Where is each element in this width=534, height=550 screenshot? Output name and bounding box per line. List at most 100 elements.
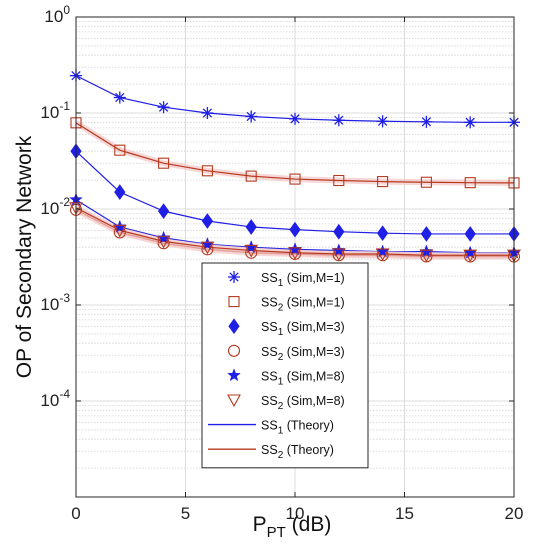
y-tick-exponent: -1 — [59, 99, 70, 113]
data-point-marker — [420, 176, 432, 188]
legend-label-main: SS — [261, 320, 278, 334]
y-tick-label: 100 — [44, 3, 70, 26]
legend-marker-stroke — [229, 272, 239, 282]
data-point-marker — [200, 241, 215, 255]
legend-label-rest: (Theory) — [283, 443, 334, 457]
series-lines — [74, 75, 515, 260]
y-tick-base: 10 — [40, 391, 59, 410]
y-tick-base: 10 — [44, 7, 63, 26]
y-tick-label: 10-2 — [40, 195, 70, 218]
legend-label: SS1 (Theory) — [261, 419, 334, 437]
legend-marker — [228, 271, 240, 283]
y-tick-exponent: 0 — [63, 3, 70, 17]
y-tick-base: 10 — [40, 295, 59, 314]
data-point-marker-stroke — [246, 111, 256, 122]
x-tick-label: 20 — [505, 504, 524, 523]
legend-label-sub: 2 — [278, 352, 284, 363]
data-point-marker — [331, 243, 346, 257]
legend-marker — [227, 344, 241, 357]
data-point-marker-stroke — [202, 108, 213, 118]
legend-label-rest: (Sim,M=3) — [283, 320, 344, 334]
y-tick-label: 10-1 — [40, 99, 70, 122]
data-point-marker — [419, 244, 434, 258]
legend-label-rest: (Theory) — [283, 419, 334, 433]
legend-label-rest: (Sim,M=8) — [283, 369, 344, 383]
legend-marker — [228, 318, 240, 335]
data-point-marker — [376, 225, 389, 242]
data-point-marker — [244, 244, 259, 258]
legend-label: SS1 (Sim,M=3) — [261, 320, 345, 338]
data-point-marker — [420, 226, 433, 242]
y-tick-exponent: -4 — [59, 387, 70, 401]
legend-label-sub: 2 — [278, 401, 284, 412]
legend-label: SS2 (Sim,M=1) — [261, 296, 345, 314]
legend-label: SS1 (Sim,M=1) — [261, 271, 345, 289]
series-line — [75, 207, 514, 256]
x-axis-title-sub: PT — [267, 524, 286, 541]
legend-label: SS2 (Sim,M=8) — [261, 394, 345, 412]
legend-marker — [227, 394, 241, 408]
legend: SS1 (Sim,M=1)SS2 (Sim,M=1)SS1 (Sim,M=3)S… — [201, 262, 369, 469]
data-point-marker — [114, 184, 126, 200]
data-point-marker-stroke — [334, 115, 344, 125]
x-tick-label: 0 — [71, 504, 80, 523]
data-point-marker — [463, 249, 478, 263]
data-point-marker — [245, 170, 257, 182]
y-tick-base: 10 — [40, 199, 59, 218]
data-point-marker — [201, 213, 214, 229]
x-tick-label: 5 — [181, 504, 190, 523]
data-point-marker — [375, 248, 390, 262]
x-tick-label: 10 — [286, 504, 305, 523]
legend-label-sub: 2 — [278, 303, 284, 314]
data-point-marker — [113, 91, 126, 104]
legend-label-sub: 1 — [278, 426, 284, 437]
data-point-marker-stroke — [158, 102, 169, 112]
data-point-marker — [201, 165, 213, 177]
data-point-marker — [289, 173, 301, 185]
data-point-marker-stroke — [290, 114, 300, 124]
data-point-marker — [245, 110, 258, 123]
data-point-marker — [114, 144, 126, 156]
data-point-marker — [245, 219, 257, 235]
data-point-marker — [289, 112, 301, 125]
data-point-marker — [464, 226, 476, 242]
legend-label: SS2 (Sim,M=3) — [261, 345, 345, 363]
data-point-marker — [201, 107, 214, 119]
legend-label-rest: (Sim,M=1) — [283, 271, 344, 285]
data-point-marker — [377, 176, 389, 188]
legend-marker — [228, 296, 240, 308]
data-point-marker — [464, 116, 477, 129]
legend-label-main: SS — [261, 271, 278, 285]
data-point-marker — [156, 235, 171, 249]
y-axis-title: OP of Secondary Network — [13, 135, 36, 378]
legend-box — [201, 262, 369, 469]
data-point-marker-stroke — [115, 92, 125, 103]
legend-label: SS2 (Theory) — [261, 443, 334, 461]
series-line — [75, 122, 515, 184]
legend-label-rest: (Sim,M=8) — [283, 394, 344, 408]
legend-label-main: SS — [261, 394, 278, 408]
x-axis-title-unit: (dB) — [286, 513, 332, 536]
legend-label-rest: (Sim,M=1) — [283, 296, 344, 310]
legend-marker — [227, 368, 241, 382]
data-point-marker — [375, 244, 390, 258]
data-point-marker-stroke — [421, 117, 432, 127]
data-point-marker — [289, 221, 301, 238]
y-tick-exponent: -2 — [59, 195, 70, 209]
data-point-marker — [420, 115, 433, 128]
y-tick-label: 10-3 — [40, 291, 70, 314]
legend-label-sub: 1 — [278, 376, 284, 387]
data-point-marker — [112, 224, 127, 238]
legend-label-sub: 2 — [278, 450, 284, 461]
data-point-marker-stroke — [377, 116, 388, 126]
legend-label-main: SS — [261, 345, 278, 359]
x-tick-label: 15 — [395, 504, 414, 523]
x-axis-title-main: P — [253, 513, 267, 536]
legend-label-main: SS — [261, 296, 278, 310]
x-axis-title: PPT (dB) — [253, 513, 332, 541]
data-point-marker — [331, 248, 346, 262]
data-point-marker — [157, 203, 170, 219]
legend-label: SS1 (Sim,M=8) — [261, 369, 345, 387]
legend-label-sub: 1 — [278, 327, 284, 338]
